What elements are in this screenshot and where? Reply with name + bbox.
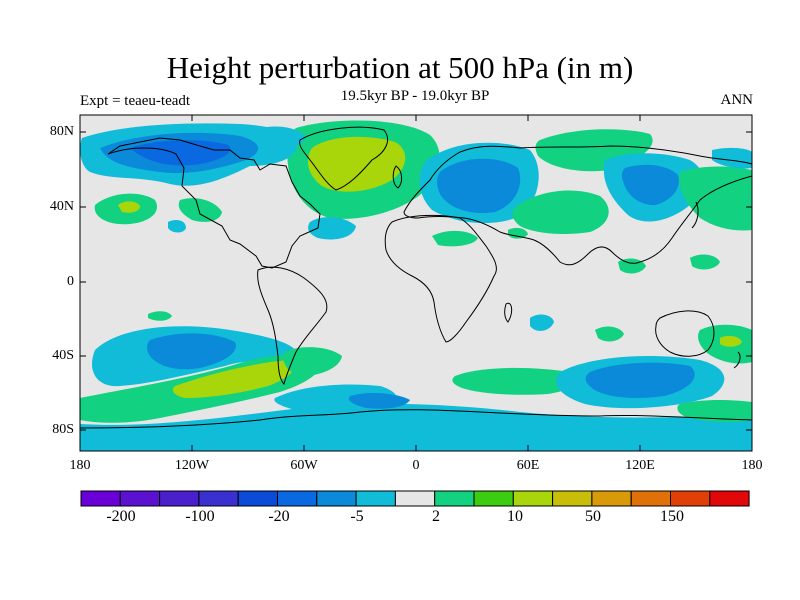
coast-japan <box>691 201 699 229</box>
colorbar-box-7 <box>316 490 357 507</box>
colorbar-box-5 <box>237 490 278 507</box>
lon-label-180w: 180 <box>69 458 91 473</box>
colorbar-label-5: 2 <box>432 508 440 525</box>
experiment-label: Expt = teaeu-teadt <box>80 93 191 109</box>
contour-positive-beringia <box>679 166 752 231</box>
colorbar-label-6: 10 <box>507 508 523 525</box>
contour-positive-equator-east <box>690 254 720 270</box>
colorbar-label-4: -5 <box>350 508 364 525</box>
lon-label-180e: 180 <box>741 458 763 473</box>
colorbar-box-9 <box>394 490 436 507</box>
coast-greenland <box>299 126 388 191</box>
contour-negative-siberia-core <box>621 164 679 206</box>
contour-positive-nz-core <box>720 335 742 347</box>
contour-positive-madagascar-small <box>595 326 624 342</box>
colorbar-box-4 <box>198 490 239 507</box>
colorbar-box-3 <box>159 490 200 507</box>
lon-label-120w: 120W <box>174 458 210 473</box>
contour-negative-east-canada <box>256 126 306 148</box>
plot-title: Height perturbation at 500 hPa (in m) <box>166 50 634 85</box>
colorbar-box-12 <box>512 490 554 507</box>
colorbar-box-15 <box>630 490 672 507</box>
coast-south-america <box>257 266 328 385</box>
colorbar-box-16 <box>670 490 711 507</box>
lat-label-80n: 80N <box>49 124 74 139</box>
coastlines <box>80 126 752 429</box>
contour-positive-patagonia <box>283 347 342 376</box>
lat-label-40n: 40N <box>49 199 74 214</box>
colorbar-label-3: -20 <box>268 508 290 525</box>
contour-negative-antarctic-core <box>348 393 410 409</box>
colorbar-box-14 <box>591 490 632 507</box>
coast-north-america <box>107 137 321 269</box>
lat-label-40s: 40S <box>52 348 74 363</box>
contour-positive-mideast-small <box>508 227 528 239</box>
plot-subtitle: 19.5kyr BP - 19.0kyr BP <box>340 88 490 104</box>
coast-australia <box>655 310 715 357</box>
contour-positive-central-asia <box>512 190 609 234</box>
colorbar-box-1 <box>80 490 121 507</box>
lat-label-80s: 80S <box>52 422 74 437</box>
colorbar-box-13 <box>552 490 593 507</box>
lon-label-120e: 120E <box>625 458 655 473</box>
colorbar-box-2 <box>119 490 161 507</box>
season-label: ANN <box>720 92 754 108</box>
axis-ticks <box>79 115 753 451</box>
colorbar-label-7: 50 <box>585 508 601 525</box>
lon-label-0: 0 <box>412 458 420 473</box>
contour-negative-south-pacific-core <box>147 333 236 370</box>
contour-negative-atlantic-small <box>308 217 356 240</box>
colorbar-box-11 <box>473 490 514 507</box>
colorbar-box-10 <box>434 490 475 507</box>
contour-negative-indian-ocean-core <box>585 362 695 398</box>
contour-negative-canada-deep <box>130 140 231 166</box>
coast-uk <box>392 165 403 189</box>
coast-new-zealand <box>733 351 741 369</box>
colorbar <box>80 490 750 507</box>
coast-antarctica <box>80 409 752 429</box>
contour-negative-antarctic <box>80 403 752 451</box>
contour-positive-rockies <box>178 198 222 222</box>
colorbar-box-6 <box>277 490 318 507</box>
contour-negative-indian-small <box>530 314 554 331</box>
contour-positive-southern-ocean-core <box>172 360 295 398</box>
contour-positive-south-atlantic <box>452 367 577 395</box>
colorbar-label-8: 150 <box>660 508 684 525</box>
contour-positive-south-indian <box>677 400 752 423</box>
contour-positive-south-pacific-small <box>148 311 172 321</box>
coast-eurasia <box>403 145 752 266</box>
colorbar-box-17 <box>709 490 750 507</box>
lon-label-60e: 60E <box>516 458 540 473</box>
contour-positive-greenland <box>307 136 406 192</box>
coast-africa <box>384 214 497 343</box>
colorbar-box-8 <box>355 490 396 507</box>
colorbar-label-2: -100 <box>185 508 215 525</box>
colorbar-label-1: -200 <box>106 508 136 525</box>
coast-madagascar <box>504 302 513 323</box>
contour-positive-pacific-small <box>118 201 140 213</box>
lat-label-0: 0 <box>67 274 74 289</box>
contour-negative-us-small <box>168 220 186 233</box>
contour-negative-north-pacific-east <box>712 147 752 169</box>
contour-negative-eurasia-core <box>437 158 521 214</box>
contour-positive-tibet-small <box>432 230 478 247</box>
lon-label-60w: 60W <box>290 458 318 473</box>
